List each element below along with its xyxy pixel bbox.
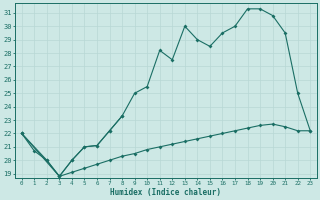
X-axis label: Humidex (Indice chaleur): Humidex (Indice chaleur) [110, 188, 221, 197]
